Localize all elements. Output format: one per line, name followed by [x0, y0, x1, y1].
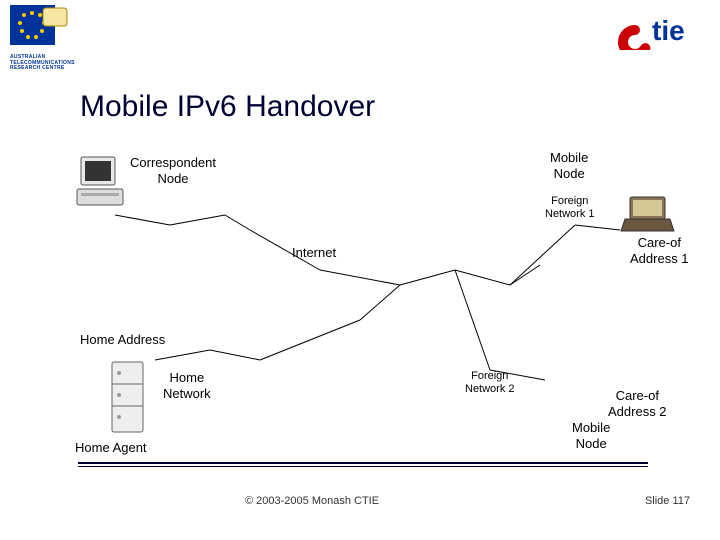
home-agent-label: Home Agent [75, 440, 147, 456]
svg-text:tie: tie [652, 15, 685, 46]
footer-rule-1 [78, 462, 648, 464]
home-address-label: Home Address [80, 332, 165, 348]
correspondent-node-label: Correspondent Node [130, 155, 216, 186]
mobile-node-2-label: Mobile Node [572, 420, 610, 451]
server-icon [110, 360, 145, 440]
foreign-network-2-label: Foreign Network 2 [465, 370, 515, 396]
copyright-text: © 2003-2005 Monash CTIE [245, 495, 379, 507]
ctie-icon: tie [610, 10, 710, 50]
internet-label: Internet [292, 245, 336, 261]
care-of-address-1-label: Care-of Address 1 [630, 235, 689, 266]
slide-number: Slide 117 [645, 495, 690, 507]
logo-right: tie [610, 10, 710, 55]
logo-left: AUSTRALIAN TELECOMMUNICATIONS RESEARCH C… [10, 5, 100, 72]
stars-icon [10, 5, 70, 50]
laptop-icon-1 [620, 195, 675, 240]
home-network-label: Home Network [163, 370, 211, 401]
slide-title: Mobile IPv6 Handover [80, 90, 375, 124]
computer-icon [75, 155, 125, 215]
care-of-address-2-label: Care-of Address 2 [608, 388, 667, 419]
network-lines [0, 0, 720, 540]
foreign-network-1-label: Foreign Network 1 [545, 195, 595, 221]
mobile-node-1-label: Mobile Node [550, 150, 588, 181]
slide: AUSTRALIAN TELECOMMUNICATIONS RESEARCH C… [0, 0, 720, 540]
footer-rule-2 [78, 466, 648, 467]
logo-left-line3: RESEARCH CENTRE [10, 66, 100, 72]
